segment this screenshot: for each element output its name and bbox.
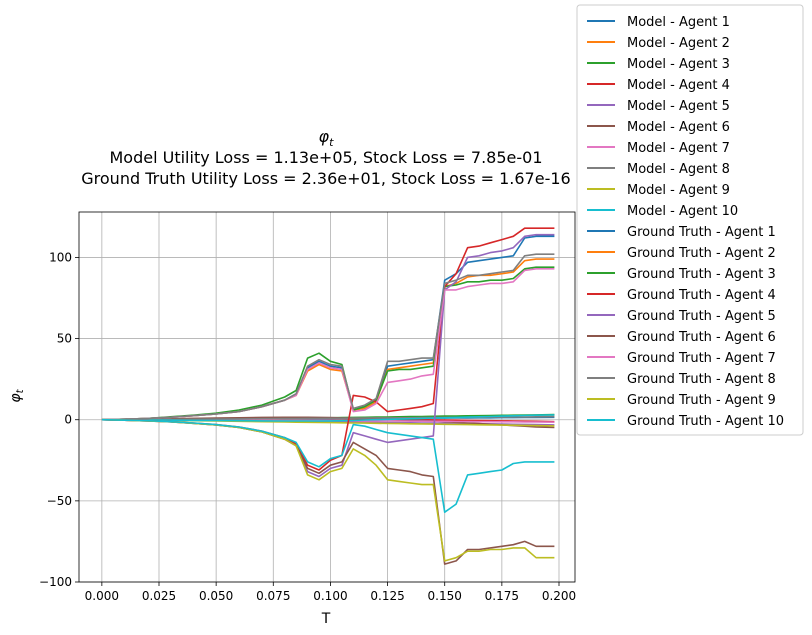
title-symbol: φ [319, 127, 330, 146]
x-tick-label: 0.200 [542, 589, 576, 603]
series-line-18 [101, 253, 555, 421]
legend-frame [576, 4, 804, 436]
y-tick-label: 100 [49, 250, 72, 264]
legend-label: Ground Truth - Agent 4 [627, 288, 776, 303]
chart-title-group: φt Model Utility Loss = 1.13e+05, Stock … [81, 127, 570, 188]
legend: Model - Agent 1 Model - Agent 2 Model - Ag… [576, 4, 804, 436]
legend-label: Ground Truth - Agent 10 [627, 414, 784, 429]
plot-frame [78, 211, 576, 583]
series-line-15 [101, 233, 555, 478]
chart-subtitle-2: Ground Truth Utility Loss = 2.36e+01, St… [81, 169, 570, 188]
y-axis: −100 −50 0 50 100 [39, 250, 79, 589]
legend-label: Model - Agent 3 [627, 57, 730, 72]
y-label-subscript: t [15, 388, 26, 393]
y-axis-label: φt [8, 388, 26, 402]
x-axis: 0.000 0.025 0.050 0.075 0.100 0.125 0.150 0.175… [85, 582, 576, 603]
chart-title: φt [319, 127, 335, 149]
legend-label: Ground Truth - Agent 6 [627, 330, 776, 345]
y-tick-label: 50 [57, 332, 72, 346]
y-tick-label: −50 [47, 494, 72, 508]
series-line-11 [101, 235, 555, 421]
x-tick-label: 0.150 [428, 589, 462, 603]
legend-label: Model - Agent 9 [627, 183, 730, 198]
y-tick-label: −100 [39, 575, 72, 589]
y-tick-label: 0 [64, 413, 72, 427]
legend-label: Model - Agent 7 [627, 141, 730, 156]
x-axis-label: T [321, 611, 331, 627]
legend-label: Model - Agent 6 [627, 120, 730, 135]
series-line-13 [101, 266, 555, 421]
title-subscript: t [329, 136, 334, 149]
series-layer [101, 227, 555, 565]
x-tick-label: 0.050 [199, 589, 233, 603]
legend-label: Ground Truth - Agent 8 [627, 372, 776, 387]
legend-label: Ground Truth - Agent 9 [627, 393, 776, 408]
legend-label: Model - Agent 10 [627, 204, 738, 219]
x-tick-label: 0.175 [485, 589, 519, 603]
legend-label: Ground Truth - Agent 5 [627, 309, 776, 324]
x-tick-label: 0.000 [85, 589, 119, 603]
series-line-20 [101, 418, 555, 513]
series-line-10 [101, 414, 555, 422]
legend-label: Model - Agent 5 [627, 99, 730, 114]
series-line-16 [101, 418, 555, 565]
legend-label: Ground Truth - Agent 7 [627, 351, 776, 366]
x-tick-label: 0.125 [370, 589, 404, 603]
x-tick-label: 0.025 [142, 589, 176, 603]
legend-label: Ground Truth - Agent 3 [627, 267, 776, 282]
legend-label: Model - Agent 4 [627, 78, 730, 93]
chart-subtitle-1: Model Utility Loss = 1.13e+05, Stock Los… [110, 148, 543, 167]
legend-label: Model - Agent 2 [627, 36, 730, 51]
series-line-17 [101, 268, 555, 421]
x-tick-label: 0.075 [256, 589, 290, 603]
grid [79, 212, 575, 583]
legend-label: Ground Truth - Agent 2 [627, 246, 776, 261]
y-label-symbol: φ [8, 393, 24, 403]
series-line-14 [101, 227, 555, 471]
series-line-19 [101, 418, 555, 562]
legend-label: Ground Truth - Agent 1 [627, 225, 776, 240]
legend-label: Model - Agent 1 [627, 15, 730, 30]
legend-label: Model - Agent 8 [627, 162, 730, 177]
x-tick-label: 0.100 [313, 589, 347, 603]
